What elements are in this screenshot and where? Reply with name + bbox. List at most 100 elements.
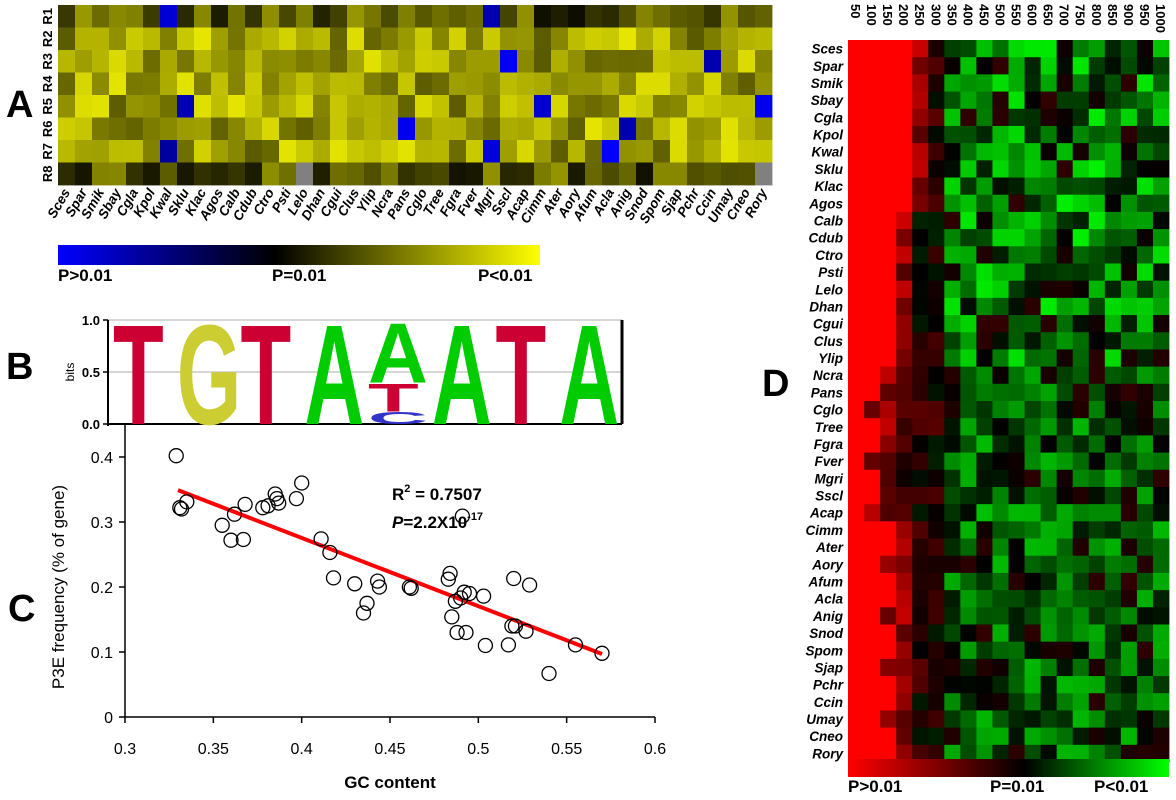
heatmap-d-cell — [1088, 108, 1106, 127]
heatmap-a-cell — [313, 50, 331, 73]
heatmap-d-cell — [1120, 538, 1138, 557]
scatter-point — [347, 576, 363, 592]
heatmap-d-cell — [864, 125, 881, 144]
heatmap-d-cell — [1040, 658, 1058, 677]
heatmap-d-cell — [928, 315, 945, 333]
heatmap-d-cell — [1072, 452, 1090, 471]
heatmap-a-cell — [75, 72, 93, 96]
heatmap-d-cell — [976, 91, 993, 110]
heatmap-d-cell — [1088, 297, 1106, 316]
heatmap-d-cell — [976, 57, 993, 75]
heatmap-d-cell — [896, 383, 913, 402]
heatmap-a-cell — [415, 162, 433, 186]
heatmap-d-row-label: Clus — [814, 334, 844, 349]
heatmap-d-cell — [880, 315, 897, 333]
heatmap-a-cell — [262, 72, 280, 96]
heatmap-a-cell — [517, 72, 535, 96]
heatmap-d-cell — [912, 641, 929, 660]
heatmap-a-cell — [262, 140, 280, 163]
heatmap-d-cell — [912, 469, 929, 488]
heatmap-a-cell — [721, 162, 739, 186]
heatmap-a-cell — [687, 27, 705, 51]
heatmap-d-cell — [880, 280, 897, 299]
logo-letter: C — [368, 409, 428, 428]
heatmap-d-cell — [960, 177, 977, 196]
heatmap-d-cell — [1120, 143, 1138, 161]
heatmap-d-cell — [1104, 521, 1122, 539]
heatmap-a-cell — [653, 72, 671, 96]
heatmap-a-cell — [177, 162, 195, 186]
heatmap-d-cell — [1136, 469, 1154, 488]
heatmap-d-cell — [1056, 315, 1074, 333]
heatmap-d-cell — [1120, 315, 1138, 333]
heatmap-d-cell — [1040, 486, 1058, 505]
heatmap-d-cell — [848, 246, 865, 264]
heatmap-d-cell — [1072, 194, 1090, 213]
heatmap-a-cell — [245, 5, 263, 28]
heatmap-d-cell — [1136, 658, 1154, 677]
heatmap-a-cell — [381, 50, 399, 73]
heatmap-d-cell — [848, 143, 865, 161]
heatmap-d-cell — [864, 91, 881, 110]
heatmap-d-cell — [976, 504, 993, 522]
heatmap-d-cell — [1120, 555, 1138, 574]
heatmap-a-cell — [483, 95, 501, 118]
heatmap-d-cell — [1072, 555, 1090, 574]
heatmap-d-cell — [1040, 160, 1058, 178]
colorbar-d — [848, 759, 1169, 777]
heatmap-d-cell — [960, 108, 977, 127]
heatmap-d-column-label: 350 — [944, 4, 959, 26]
heatmap-d-cell — [864, 366, 881, 385]
heatmap-d-cell — [912, 401, 929, 419]
heatmap-d-cell — [1104, 658, 1122, 677]
heatmap-a-cell — [653, 5, 671, 28]
heatmap-d-cell — [960, 401, 977, 419]
heatmap-d-cell — [896, 297, 913, 316]
heatmap-d-cell — [912, 744, 929, 763]
heatmap-d-cell — [1104, 91, 1122, 110]
heatmap-d-cell — [912, 383, 929, 402]
heatmap-a-cell — [687, 72, 705, 96]
heatmap-d-cell — [912, 91, 929, 110]
heatmap-d-cell — [896, 143, 913, 161]
heatmap-d-cell — [1008, 177, 1025, 196]
heatmap-d-cell — [848, 469, 865, 488]
heatmap-d-cell — [864, 383, 881, 402]
heatmap-d-cell — [928, 693, 945, 711]
heatmap-a-cell — [228, 162, 246, 186]
heatmap-d-cell — [896, 607, 913, 625]
heatmap-d-cell — [976, 194, 993, 213]
heatmap-d-cell — [960, 246, 977, 264]
heatmap-d-cell — [1040, 590, 1058, 608]
heatmap-d-cell — [1136, 315, 1154, 333]
heatmap-d-cell — [1008, 125, 1025, 144]
heatmap-d-cell — [992, 366, 1009, 385]
scatter-point — [322, 544, 338, 561]
heatmap-a-cell — [517, 50, 535, 73]
heatmap-d-cell — [1024, 383, 1041, 402]
heatmap-d-cell — [880, 710, 897, 729]
heatmap-a-cell — [109, 5, 127, 28]
r-squared-annotation: R2 = 0.7507 — [392, 483, 482, 504]
heatmap-d-cell — [960, 469, 977, 488]
heatmap-d-cell — [976, 590, 993, 608]
heatmap-d-cell — [1072, 177, 1090, 196]
heatmap-a-cell — [755, 27, 773, 51]
heatmap-d-cell — [896, 710, 913, 729]
heatmap-a-cell — [704, 117, 722, 141]
heatmap-d-cell — [992, 521, 1009, 539]
heatmap-d-cell — [848, 91, 865, 110]
heatmap-d-cell — [928, 710, 945, 729]
heatmap-d-cell — [848, 315, 865, 333]
heatmap-d-column-label: 700 — [1057, 4, 1072, 26]
heatmap-a-cell — [585, 5, 603, 28]
heatmap-d-cell — [928, 263, 945, 282]
heatmap-a-cell — [619, 117, 637, 141]
heatmap-d-cell — [912, 452, 929, 471]
heatmap-d-cell — [1120, 744, 1138, 763]
heatmap-a-cell — [704, 140, 722, 163]
heatmap-d-cell — [880, 590, 897, 608]
heatmap-d-cell — [1072, 57, 1090, 75]
heatmap-d-cell — [1008, 246, 1025, 264]
heatmap-d-cell — [864, 349, 881, 368]
